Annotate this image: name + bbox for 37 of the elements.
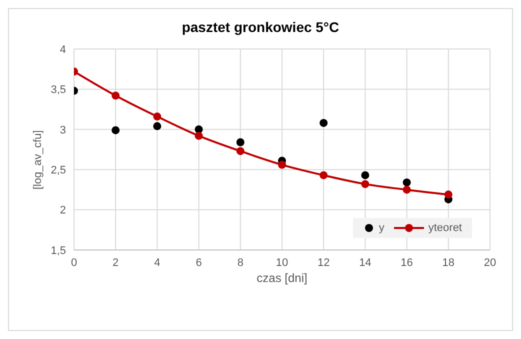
x-tick-label: 6 [196,256,202,269]
x-tick-label: 16 [400,256,413,269]
y-axis-title: [log_av_cfu] [32,130,44,190]
x-tick-label: 0 [70,256,78,269]
y-tick-label: 2,5 [50,164,66,177]
x-tick-label: 4 [154,256,160,269]
point [402,178,411,186]
y-tick-label: 3,5 [50,84,66,96]
point [112,92,120,100]
y-tick-label: 2 [60,204,66,217]
point [153,122,162,130]
x-tick-label: 18 [442,256,455,269]
y-tick-label: 4 [60,44,66,56]
point [153,112,162,121]
x-tick-label: 2 [112,256,119,269]
legend-label: yteoret [428,222,462,234]
point [278,160,286,169]
x-tick-label: 14 [359,256,372,269]
point [320,171,328,180]
point [236,138,244,146]
point [194,132,203,140]
point [402,186,411,194]
y-tick-label: 3 [60,124,66,136]
point [236,147,244,156]
x-tick-label: 12 [317,256,330,269]
chart-title: pasztet gronkowiec 5°C [180,19,340,35]
point [444,190,452,199]
x-tick-label: 20 [484,256,496,269]
x-axis-title: czas [dni] [256,271,308,285]
y-tick-label: 1,5 [50,244,66,257]
legend-label: y [378,222,384,234]
x-tick-label: 8 [237,256,244,269]
point [361,180,370,188]
x-tick-label: 10 [276,256,288,269]
point [320,118,328,127]
point [361,171,370,180]
point [112,126,120,134]
